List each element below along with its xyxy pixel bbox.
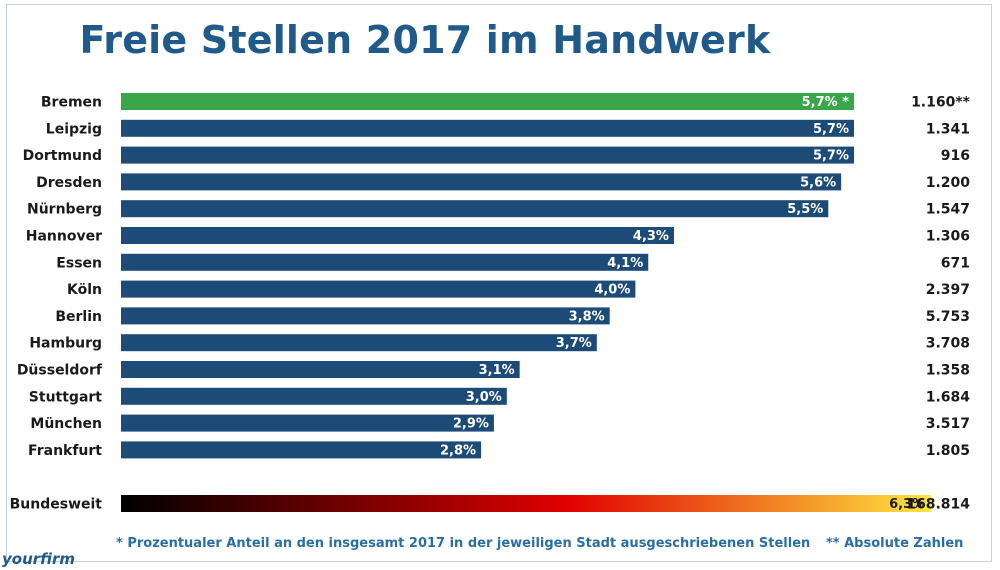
category-label-berlin: Berlin <box>55 309 102 325</box>
bar-leipzig <box>121 119 855 137</box>
category-label-hannover: Hannover <box>26 229 102 245</box>
bar-dortmund <box>121 146 855 164</box>
value-label-duesseldorf: 3,1% <box>479 363 515 378</box>
absolute-label-berlin: 5.753 <box>926 309 970 325</box>
absolute-label-dresden: 1.200 <box>926 175 971 191</box>
value-label-nuernberg: 5,5% <box>787 202 823 217</box>
absolute-label-frankfurt: 1.805 <box>926 443 970 459</box>
absolute-label-koeln: 2.397 <box>926 282 970 298</box>
value-label-berlin: 3,8% <box>569 309 605 324</box>
bar-duesseldorf <box>121 361 520 378</box>
category-label-essen: Essen <box>56 255 102 271</box>
category-label-stuttgart: Stuttgart <box>29 389 103 405</box>
value-label-stuttgart: 3,0% <box>466 390 502 405</box>
chart-frame <box>6 4 992 562</box>
bar-frankfurt <box>121 441 482 459</box>
absolute-label-duesseldorf: 1.358 <box>926 363 970 379</box>
footnote-absolute: ** Absolute Zahlen <box>826 536 964 551</box>
value-label-bundesweit: 6,3% <box>889 497 925 512</box>
page-title: Freie Stellen 2017 im Handwerk <box>79 18 771 62</box>
bar-muenchen <box>121 414 494 432</box>
absolute-label-dortmund: 916 <box>941 148 970 164</box>
bar-nuernberg <box>121 200 829 218</box>
absolute-label-bremen: 1.160** <box>911 95 971 111</box>
category-label-hamburg: Hamburg <box>29 336 102 352</box>
bar-hannover <box>121 227 674 244</box>
absolute-label-hamburg: 3.708 <box>926 336 970 352</box>
bar-berlin <box>121 307 610 325</box>
value-label-hannover: 4,3% <box>633 229 669 244</box>
bar-essen <box>121 253 649 271</box>
bar-hamburg <box>121 334 597 352</box>
category-label-koeln: Köln <box>67 282 102 298</box>
absolute-label-essen: 671 <box>941 255 970 271</box>
category-label-muenchen: München <box>30 416 102 432</box>
value-label-dresden: 5,6% <box>800 175 836 190</box>
absolute-label-hannover: 1.306 <box>926 229 970 245</box>
absolute-label-leipzig: 1.341 <box>926 121 970 137</box>
bar-bundesweit <box>121 495 932 512</box>
yourfirm-logo: yourfirm <box>2 550 75 568</box>
category-label-nuernberg: Nürnberg <box>27 202 102 218</box>
value-label-koeln: 4,0% <box>594 283 630 298</box>
value-label-leipzig: 5,7% <box>813 122 849 137</box>
absolute-label-stuttgart: 1.684 <box>926 389 971 405</box>
value-label-muenchen: 2,9% <box>453 417 489 432</box>
category-label-leipzig: Leipzig <box>46 121 102 137</box>
category-label-dresden: Dresden <box>36 175 102 191</box>
value-label-dortmund: 5,7% <box>813 149 849 164</box>
category-label-bundesweit: Bundesweit <box>10 497 103 513</box>
category-label-frankfurt: Frankfurt <box>28 443 102 459</box>
value-label-essen: 4,1% <box>607 256 643 271</box>
bar-koeln <box>121 280 636 298</box>
absolute-label-bundesweit: 168.814 <box>906 497 970 513</box>
footnote-percent: * Prozentualer Anteil an den insgesamt 2… <box>116 536 811 551</box>
bar-bremen <box>121 93 855 110</box>
value-label-bremen: 5,7% * <box>802 95 850 110</box>
value-label-frankfurt: 2,8% <box>440 443 476 458</box>
category-label-bremen: Bremen <box>41 95 102 111</box>
category-label-dortmund: Dortmund <box>23 148 102 164</box>
value-label-hamburg: 3,7% <box>556 336 592 351</box>
category-label-duesseldorf: Düsseldorf <box>17 363 103 379</box>
bar-stuttgart <box>121 387 507 405</box>
absolute-label-muenchen: 3.517 <box>926 416 970 432</box>
absolute-label-nuernberg: 1.547 <box>926 202 970 218</box>
bar-dresden <box>121 173 842 191</box>
